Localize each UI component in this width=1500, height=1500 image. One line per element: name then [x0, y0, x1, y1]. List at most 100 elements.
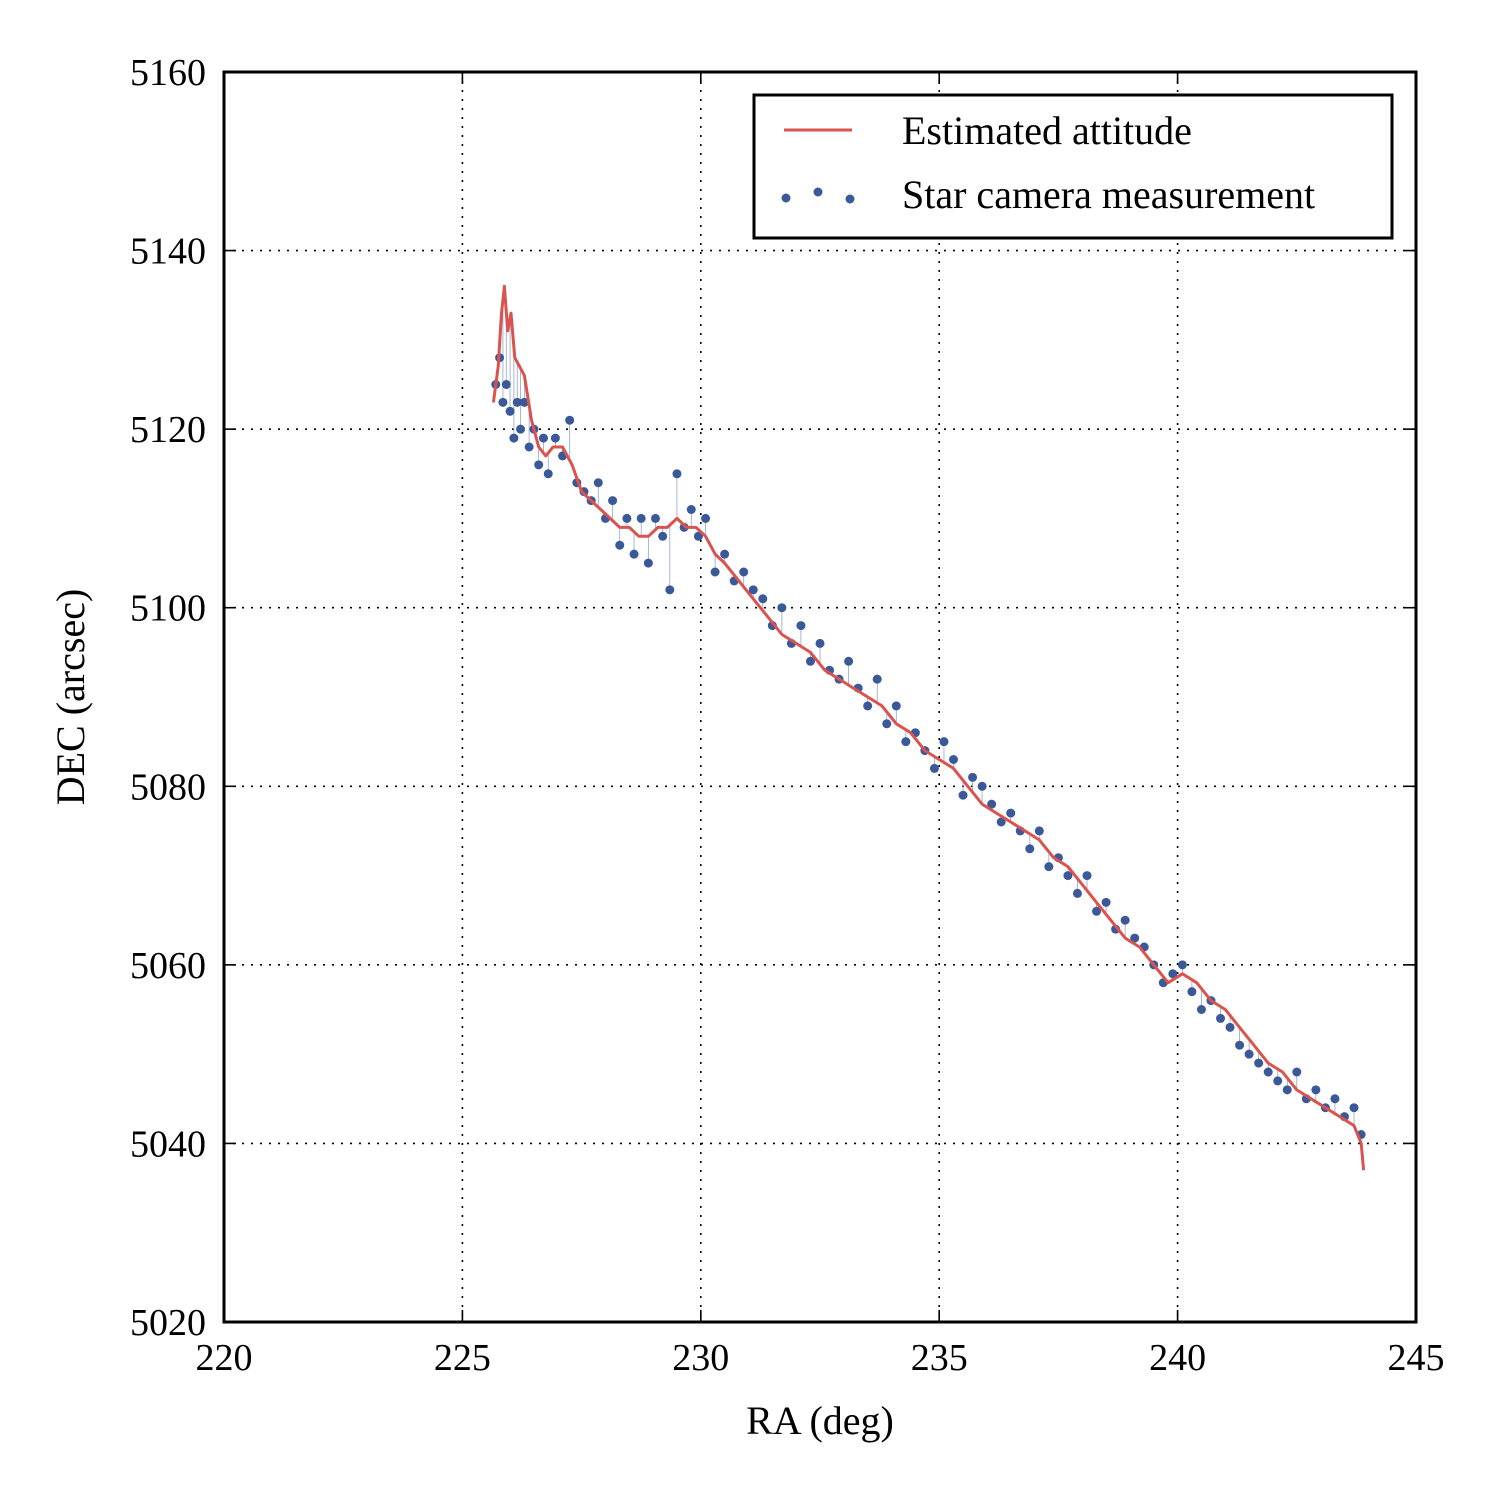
measurement-point-103	[1349, 1103, 1359, 1113]
measurement-point-86	[1187, 987, 1197, 997]
measurement-point-55	[891, 701, 901, 711]
measurement-point-65	[987, 799, 997, 809]
measurement-point-35	[701, 513, 711, 523]
legend-marker-3	[845, 194, 855, 204]
y-tick-label-4: 5100	[130, 588, 206, 630]
grid	[224, 72, 1416, 1322]
legend-label-star-camera-measurement: Star camera measurement	[902, 172, 1315, 217]
y-tick-label-2: 5060	[130, 945, 206, 987]
measurement-point-71	[1044, 862, 1054, 872]
measurement-point-29	[658, 531, 668, 541]
measurement-point-4	[505, 406, 515, 416]
legend-marker-1	[781, 193, 791, 203]
x-tick-label-4: 240	[1149, 1337, 1206, 1379]
measurement-point-97	[1292, 1067, 1302, 1077]
measurement-point-56	[901, 737, 911, 747]
measurement-point-92	[1244, 1049, 1254, 1059]
measurement-point-66	[996, 817, 1006, 827]
measurement-point-43	[777, 603, 787, 613]
measurement-point-90	[1225, 1022, 1235, 1032]
y-tick-label-7: 5160	[130, 52, 206, 94]
measurement-point-91	[1235, 1040, 1245, 1050]
measurement-point-33	[686, 505, 696, 514]
measurement-point-62	[958, 790, 968, 800]
measurement-point-93	[1254, 1058, 1264, 1068]
measurement-point-52	[863, 701, 873, 711]
measurement-point-41	[758, 594, 768, 604]
measurement-point-24	[622, 513, 632, 523]
legend-marker-2	[813, 187, 823, 197]
measurement-point-85	[1177, 960, 1187, 970]
y-tick-label-1: 5040	[130, 1123, 206, 1165]
plot-frame	[222, 70, 1418, 1324]
measurement-point-16	[565, 415, 575, 425]
measurement-point-3	[501, 380, 511, 389]
measurement-point-75	[1082, 871, 1092, 881]
y-axis-label: DEC (arcsec)	[48, 589, 93, 806]
y-tick-label-5: 5120	[130, 409, 206, 451]
measurement-point-23	[615, 540, 625, 550]
measurement-point-5	[509, 433, 519, 443]
x-tick-label-3: 235	[911, 1337, 968, 1379]
measurement-point-7	[516, 424, 526, 434]
measurement-point-8	[519, 397, 529, 407]
measurement-point-34	[693, 531, 703, 541]
measurement-point-39	[739, 567, 749, 577]
measurement-point-9	[524, 442, 534, 452]
legend-label-estimated-attitude: Estimated attitude	[902, 108, 1192, 153]
x-tick-label-5: 245	[1388, 1337, 1445, 1379]
axes: 220 225 230 235 240 245 5020 5040 5060 5080 5100 51…	[130, 52, 1445, 1379]
measurement-point-53	[872, 674, 882, 684]
measurement-point-28	[651, 513, 661, 523]
measurement-point-63	[968, 772, 978, 782]
measurement-point-45	[796, 621, 806, 631]
measurement-point-64	[977, 781, 987, 791]
measurement-point-30	[665, 585, 675, 595]
x-tick-label-2: 230	[672, 1337, 729, 1379]
measurement-point-77	[1101, 897, 1111, 907]
y-tick-label-6: 5140	[130, 231, 206, 273]
measurement-point-22	[608, 496, 618, 506]
measurement-point-47	[815, 638, 825, 648]
x-axis-label: RA (deg)	[746, 1398, 894, 1443]
measurement-point-2	[498, 397, 508, 407]
measurement-point-89	[1216, 1013, 1226, 1023]
measurement-point-12	[538, 433, 548, 443]
plot-area	[491, 284, 1366, 1171]
measurement-point-96	[1282, 1085, 1292, 1095]
measurement-point-50	[844, 656, 854, 666]
measurement-point-87	[1196, 1005, 1206, 1014]
measurement-point-40	[748, 585, 758, 595]
measurement-point-36	[710, 567, 720, 577]
x-tick-label-0: 220	[196, 1337, 253, 1379]
y-tick-label-0: 5020	[130, 1302, 206, 1344]
measurement-point-32	[679, 522, 689, 532]
measurement-point-84	[1168, 969, 1178, 979]
y-tick-label-3: 5080	[130, 766, 206, 808]
measurement-point-46	[805, 656, 815, 666]
measurement-point-67	[1006, 808, 1016, 818]
measurement-point-99	[1311, 1085, 1321, 1095]
x-tick-label-1: 225	[434, 1337, 491, 1379]
measurement-point-26	[636, 513, 646, 523]
measurement-point-73	[1063, 871, 1073, 881]
measurement-point-14	[550, 433, 560, 443]
measurement-point-80	[1130, 933, 1140, 943]
measurement-point-94	[1263, 1067, 1273, 1077]
measurement-point-37	[720, 549, 730, 559]
measurement-point-25	[629, 549, 639, 559]
measurement-point-20	[593, 478, 603, 488]
measurement-point-74	[1072, 888, 1082, 898]
measurement-point-54	[882, 719, 892, 729]
measurement-point-61	[949, 755, 959, 764]
legend: Estimated attitude Star camera measureme…	[752, 93, 1394, 240]
measurement-point-13	[543, 469, 553, 479]
measurement-point-31	[672, 469, 682, 479]
measurement-point-11	[534, 460, 544, 470]
measurement-point-70	[1034, 826, 1044, 836]
measurement-point-79	[1120, 915, 1130, 925]
measurement-point-101	[1330, 1094, 1340, 1104]
legend-box	[752, 93, 1394, 240]
measurement-point-76	[1092, 906, 1102, 916]
